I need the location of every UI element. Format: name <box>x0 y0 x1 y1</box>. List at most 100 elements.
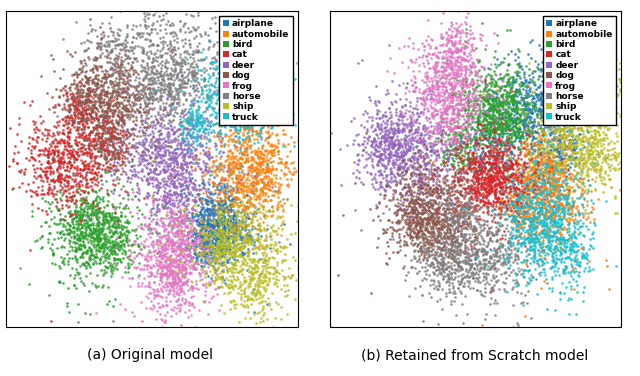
cat <box>524 191 534 197</box>
dog <box>422 216 433 222</box>
deer <box>129 162 139 168</box>
horse <box>147 26 157 32</box>
truck <box>226 60 236 66</box>
cat <box>55 163 65 169</box>
dog <box>427 201 437 207</box>
horse <box>445 265 456 271</box>
deer <box>136 114 146 120</box>
automobile <box>273 187 283 193</box>
airplane <box>508 107 518 113</box>
dog <box>100 128 110 134</box>
horse <box>214 3 225 9</box>
airplane <box>547 165 557 171</box>
automobile <box>545 155 555 161</box>
truck <box>558 179 568 185</box>
bird <box>98 225 108 231</box>
deer <box>420 165 431 171</box>
horse <box>435 252 445 258</box>
deer <box>129 166 140 172</box>
bird <box>504 139 515 145</box>
deer <box>379 136 389 143</box>
bird <box>57 186 67 192</box>
airplane <box>204 242 214 248</box>
horse <box>472 208 483 214</box>
dog <box>437 200 447 206</box>
bird <box>88 261 98 267</box>
ship <box>550 158 561 164</box>
deer <box>181 141 191 147</box>
ship <box>585 115 595 121</box>
ship <box>608 97 618 103</box>
bird <box>70 209 80 215</box>
ship <box>243 309 253 315</box>
ship <box>610 210 620 216</box>
horse <box>465 257 475 263</box>
airplane <box>237 240 247 246</box>
automobile <box>477 322 487 328</box>
truck <box>227 111 237 117</box>
airplane <box>515 125 525 131</box>
horse <box>466 257 476 263</box>
automobile <box>531 199 541 205</box>
frog <box>177 240 187 246</box>
truck <box>223 100 233 106</box>
automobile <box>542 165 552 171</box>
ship <box>544 115 554 121</box>
dog <box>403 203 413 209</box>
dog <box>431 223 441 229</box>
airplane <box>518 118 529 124</box>
automobile <box>226 168 236 174</box>
truck <box>258 77 268 83</box>
deer <box>403 184 413 190</box>
ship <box>214 252 225 258</box>
automobile <box>246 120 256 126</box>
cat <box>491 149 501 155</box>
automobile <box>228 203 238 209</box>
truck <box>555 346 565 352</box>
automobile <box>270 183 280 190</box>
deer <box>121 87 131 93</box>
deer <box>110 206 120 212</box>
deer <box>424 132 435 138</box>
frog <box>469 87 479 93</box>
truck <box>199 126 209 132</box>
airplane <box>536 128 547 134</box>
automobile <box>238 174 248 180</box>
airplane <box>207 200 218 206</box>
cat <box>79 123 89 129</box>
ship <box>243 230 253 236</box>
deer <box>426 94 436 100</box>
automobile <box>250 151 260 157</box>
frog <box>461 21 471 27</box>
cat <box>63 141 73 147</box>
ship <box>268 275 278 281</box>
truck <box>561 199 571 205</box>
cat <box>99 114 109 120</box>
bird <box>471 150 481 156</box>
horse <box>139 64 149 70</box>
truck <box>530 206 540 212</box>
frog <box>428 85 438 91</box>
horse <box>193 9 204 15</box>
frog <box>173 252 184 258</box>
ship <box>216 207 226 213</box>
horse <box>149 50 159 56</box>
horse <box>491 273 501 279</box>
ship <box>250 237 260 243</box>
truck <box>182 135 192 141</box>
bird <box>438 149 448 155</box>
frog <box>180 333 190 339</box>
airplane <box>176 193 186 199</box>
dog <box>90 79 100 85</box>
automobile <box>250 119 260 125</box>
automobile <box>540 215 550 221</box>
truck <box>536 176 547 182</box>
horse <box>152 68 163 74</box>
frog <box>169 240 179 246</box>
horse <box>493 255 504 261</box>
horse <box>419 256 429 262</box>
frog <box>423 106 433 112</box>
cat <box>479 180 489 186</box>
ship <box>220 249 230 255</box>
dog <box>424 215 434 221</box>
